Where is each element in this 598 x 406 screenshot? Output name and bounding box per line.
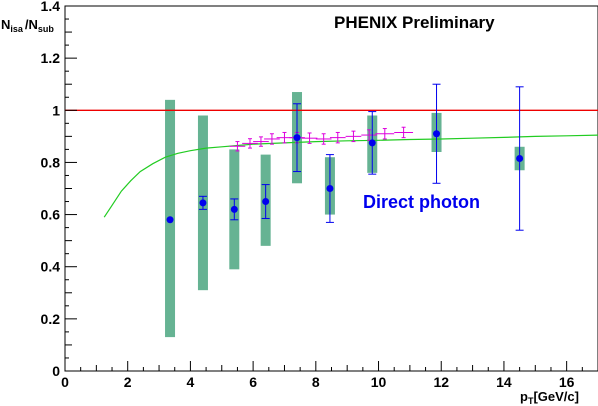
y-tick-label: 1 xyxy=(52,102,60,118)
blue-point xyxy=(262,198,270,206)
y-tick-label: 1.4 xyxy=(41,0,61,14)
axes: 0 2 4 6 8 10 12 14 16 0 0.2 0.4 0.6 0.8 1 1.2 1.4 xyxy=(41,0,598,390)
y-tick-label: 0.8 xyxy=(41,154,61,170)
x-axis-label-sub: T xyxy=(528,396,534,406)
x-tick-label: 8 xyxy=(312,374,320,390)
blue-point xyxy=(199,199,207,207)
y-axis-label-num: N xyxy=(1,17,10,32)
x-tick-label: 16 xyxy=(559,374,575,390)
blue-series xyxy=(166,83,524,231)
x-tick-label: 12 xyxy=(433,374,449,390)
y-tick-label: 0.2 xyxy=(41,311,61,327)
annotation-direct-photon: Direct photon xyxy=(363,192,480,212)
blue-point xyxy=(326,185,334,192)
y-axis-label-den-sub: sub xyxy=(38,24,55,34)
x-tick-label: 14 xyxy=(496,374,512,390)
y-axis-label-den: N xyxy=(29,17,38,32)
y-axis-label-num-sub: isa xyxy=(10,24,24,34)
x-tick-label: 2 xyxy=(124,374,132,390)
y-axis-label: Nisa/Nsub xyxy=(1,17,54,34)
x-tick-label: 0 xyxy=(61,374,69,390)
x-tick-label: 10 xyxy=(371,374,387,390)
blue-point xyxy=(230,205,238,213)
blue-point xyxy=(433,130,441,138)
y-tick-label: 0.4 xyxy=(41,259,61,275)
x-axis-label-rest: [GeV/c] xyxy=(533,389,579,404)
x-axis-label-main: p xyxy=(520,389,528,404)
y-tick-label: 1.2 xyxy=(41,50,61,66)
magenta-series xyxy=(229,126,414,152)
systematic-bands xyxy=(165,92,525,338)
blue-point xyxy=(166,216,174,224)
chart-title: PHENIX Preliminary xyxy=(334,13,495,32)
y-tick-label: 0.6 xyxy=(41,207,61,223)
x-tick-label: 4 xyxy=(187,374,195,390)
theory-curve-group xyxy=(103,134,598,218)
y-axis-label-sep: / xyxy=(25,17,29,32)
blue-point xyxy=(516,155,524,163)
blue-point xyxy=(368,139,376,147)
theory-curve xyxy=(103,134,598,218)
y-tick-label: 0 xyxy=(52,363,60,379)
x-tick-label: 6 xyxy=(249,374,257,390)
blue-point xyxy=(293,134,301,142)
x-axis-label: pT[GeV/c] xyxy=(520,389,579,406)
